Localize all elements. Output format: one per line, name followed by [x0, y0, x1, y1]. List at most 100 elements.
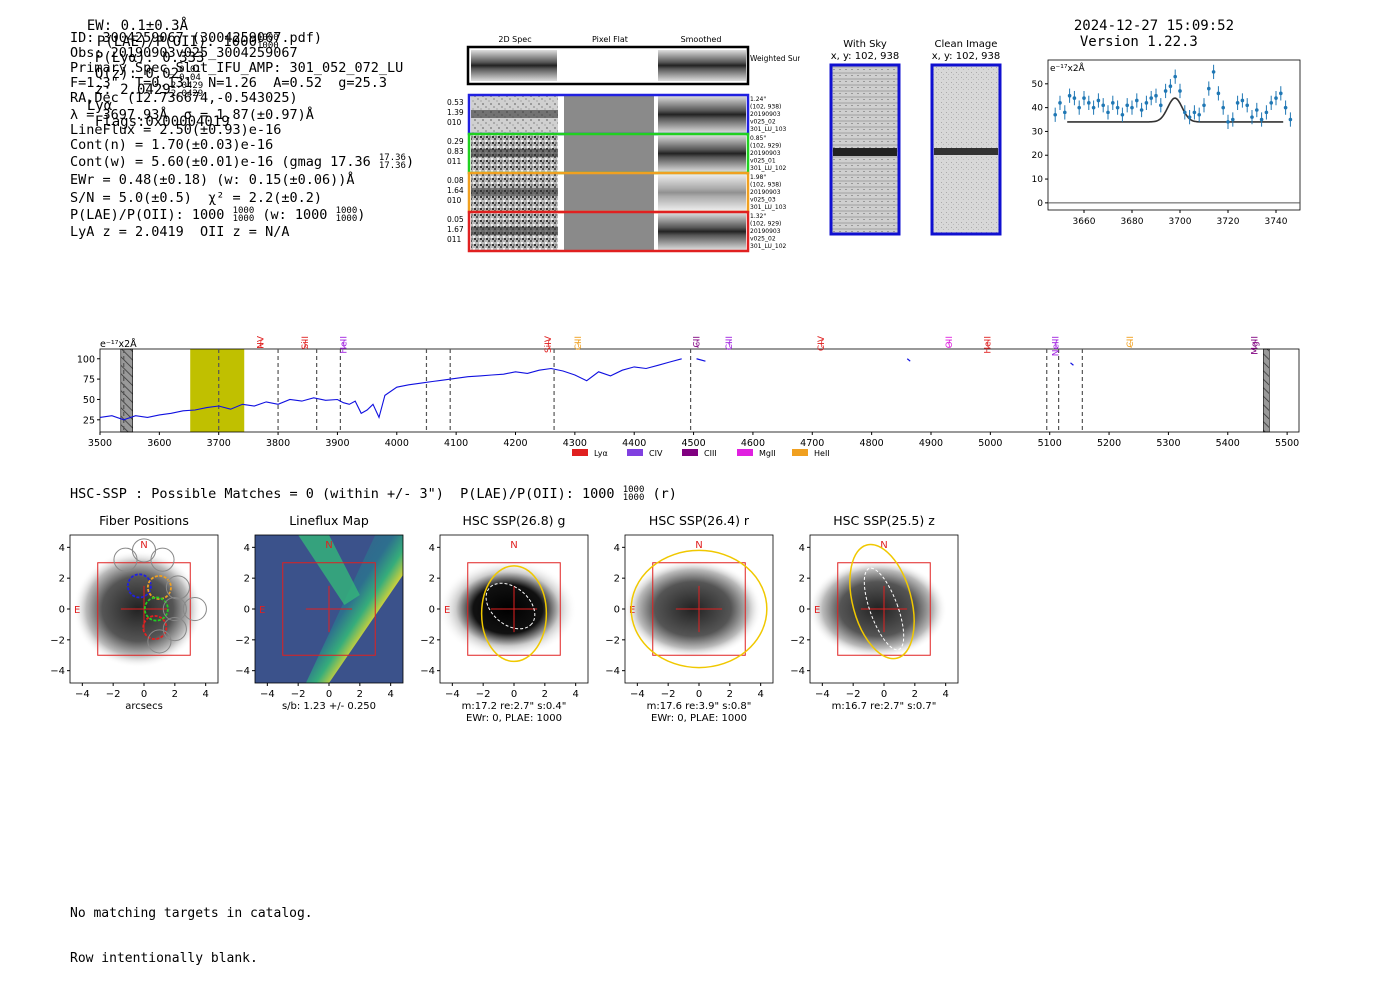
header-bar: EW: 0.1±0.3Å P(LAE)/P(OII): 10001000 1000… [70, 2, 279, 130]
hsc-ytick-label: −4 [420, 666, 435, 677]
zoom-point [1149, 96, 1153, 100]
header-z: z: 2.0429 [94, 82, 171, 98]
cutout-frame-4 [467, 210, 750, 253]
spectrum-xtick-label: 5500 [1275, 438, 1299, 449]
clean-coord: x, y: 102, 938 [932, 51, 1001, 62]
cutout-right-2-3: 20190903 [750, 150, 781, 157]
spectrum-xtick-label: 3500 [88, 438, 112, 449]
cutout-right-4-4: v025_02 [750, 236, 776, 243]
zoom-point [1159, 103, 1163, 108]
header-ew: EW: 0.1±0.3Å [86, 18, 189, 34]
sky-images: With Sky x, y: 102, 938 Clean Image x, y… [829, 39, 1002, 236]
header-flags: Flags:0x00004019 [94, 114, 230, 130]
info-obs: Obs: 20190903v025_3004259067 [70, 45, 298, 61]
cutout-right-4-2: (102, 929) [750, 221, 781, 228]
hsc-ytick-label: 0 [799, 605, 805, 616]
hsc-xtick-label: −2 [291, 689, 306, 700]
hsc-ytick-label: 2 [429, 574, 435, 585]
spectrum-line-bracket: { [341, 339, 346, 348]
spectrum-ytick-label: 75 [83, 375, 95, 386]
hsc-ytick-label: −2 [420, 635, 435, 646]
search-box [282, 562, 376, 656]
spectrum-line-label: MgII [1250, 336, 1260, 355]
zoom-point [1082, 96, 1086, 100]
legend-swatch [627, 449, 643, 456]
spectrum-xtick-label: 5100 [1038, 438, 1062, 449]
spectrum-line-label: CII [1126, 336, 1136, 348]
zoom-point [1283, 105, 1288, 110]
spectrum-line-bracket: { [985, 339, 990, 348]
east-label: E [629, 605, 635, 616]
zoom-point [1288, 117, 1293, 122]
spectrum-xtick-label: 5000 [978, 438, 1002, 449]
spectrum-line-label: CIV [817, 335, 827, 351]
spectrum-line-bracket: { [819, 339, 824, 348]
fiber-cutouts: 2D Spec Pixel Flat Smoothed Weighted Sum… [447, 35, 800, 253]
hsc-xtick-label: −4 [75, 689, 90, 700]
hsc-xtick-label: −4 [260, 689, 275, 700]
hsc-xtick-label: 2 [172, 689, 178, 700]
legend-label: HeII [814, 449, 830, 458]
hsc-ytick-label: −2 [235, 635, 250, 646]
cutout-left-4-1: 0.05 [447, 215, 464, 224]
spectrum-highlight [190, 349, 245, 432]
zoom-xtick-label: 3660 [1073, 217, 1096, 227]
hsc-xtick-label: −2 [106, 689, 121, 700]
cutout-col-flat: Pixel Flat [592, 35, 628, 44]
spectrum-xtick-label: 5200 [1097, 438, 1121, 449]
hsc-xtick-label: 2 [357, 689, 363, 700]
east-label: E [74, 605, 80, 616]
spectrum-line-label: HeII [339, 336, 349, 354]
spectrum-ytick-label: 25 [83, 415, 95, 426]
cutout-right-4-3: 20190903 [750, 228, 781, 235]
spectrum-unit-label: e⁻¹⁷x2Å [100, 338, 137, 350]
hsc-inner-ellipse [485, 582, 536, 630]
with-sky-coord: x, y: 102, 938 [831, 51, 900, 62]
zoom-ytick-label: 40 [1032, 104, 1044, 114]
hsc-xtick-label: −4 [445, 689, 460, 700]
east-label: E [259, 605, 265, 616]
info-sn: S/N = 5.0(±0.5) χ² = 2.2(±0.2) [70, 190, 322, 206]
legend-swatch [572, 449, 588, 456]
hsc-panel-title: Fiber Positions [99, 513, 189, 528]
hsc-xtick-label: 4 [387, 689, 393, 700]
zoom-point [1178, 89, 1182, 93]
search-box [652, 562, 746, 656]
zoom-point [1279, 91, 1283, 96]
spectrum-xtick-label: 3600 [147, 438, 171, 449]
zoom-point [1183, 110, 1187, 115]
info-contn: Cont(n) = 1.70(±0.03)e-16 [70, 137, 274, 153]
hsc-ytick-label: −2 [790, 635, 805, 646]
cutout-smooth-3 [658, 174, 746, 211]
info-contw: Cont(w) = 5.60(±0.01)e-16 (gmag 17.36 17… [70, 153, 415, 171]
hsc-panel-caption: EWr: 0, PLAE: 1000 [651, 713, 747, 724]
hsc-xtick-label: −2 [846, 689, 861, 700]
zoom-point [1115, 105, 1120, 110]
search-box [97, 562, 191, 656]
hsc-panel-2: Lineflux Map N E −4 −4 −2 −2 0 0 2 2 4 4 s/b: 1.23 +/… [235, 513, 404, 712]
cutout-smooth-2 [658, 135, 746, 172]
zoom-point [1135, 98, 1139, 103]
cutout-right-3-1: 1.98" [750, 174, 766, 181]
hsc-panel-caption: EWr: 0, PLAE: 1000 [466, 713, 562, 724]
cutout-right-2-4: v025_01 [750, 158, 776, 165]
hsc-panel-caption: m:16.7 re:2.7" s:0.7" [832, 701, 937, 712]
cutout-left-3-2: 1.64 [447, 186, 464, 195]
spectrum-line-label: SiII [301, 336, 311, 350]
spectrum-ytick-label: 50 [83, 395, 95, 406]
cutout-right-2-1: 0.85" [750, 135, 766, 142]
spectrum-xtick-label: 4900 [919, 438, 943, 449]
cutout-left-1-1: 0.53 [447, 98, 464, 107]
cutout-col-2d: 2D Spec [498, 35, 531, 44]
clean-title: Clean Image [935, 39, 998, 50]
hsc-panel-caption: m:17.2 re:2.7" s:0.4" [462, 701, 567, 712]
fiber-circle [150, 547, 175, 572]
zoom-point [1269, 101, 1273, 105]
hsc-xtick-label: 4 [757, 689, 763, 700]
spectrum-hatch-2 [1263, 348, 1270, 433]
cutout-left-4-3: 011 [447, 235, 462, 244]
north-label: N [140, 540, 147, 551]
zoom-ytick-label: 30 [1032, 127, 1044, 137]
